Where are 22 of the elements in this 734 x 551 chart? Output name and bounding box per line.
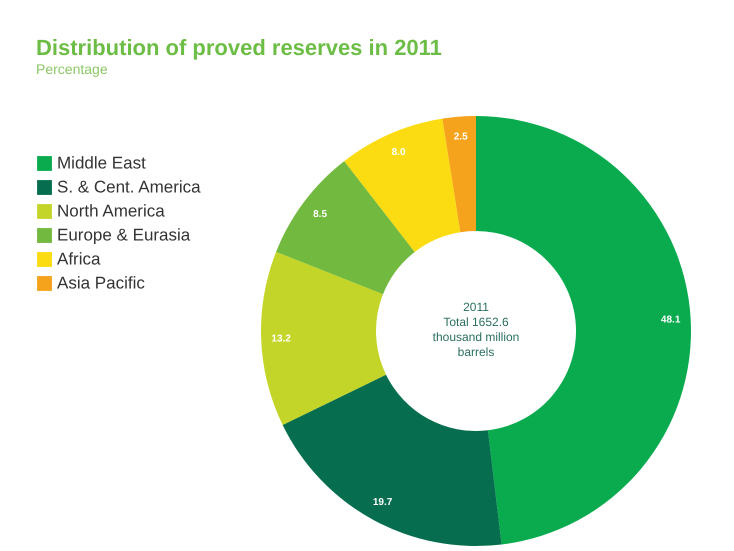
data-label: 13.2 <box>271 333 292 344</box>
legend-label: Asia Pacific <box>57 274 146 292</box>
chart-subtitle: Percentage <box>36 61 108 77</box>
donut-slice <box>276 161 415 294</box>
data-label: 2.5 <box>454 132 468 143</box>
chart-title: Distribution of proved reserves in 2011 <box>36 35 442 60</box>
text: barrels <box>458 345 494 359</box>
legend-label: North America <box>57 202 166 220</box>
text: 2011 <box>463 300 490 314</box>
donut-slice <box>261 252 386 425</box>
legend-label: S. & Cent. America <box>57 178 202 196</box>
donut-slice <box>442 116 476 232</box>
text: thousand million <box>432 330 520 344</box>
donut-slice <box>282 374 502 546</box>
data-label: 8.0 <box>392 147 406 158</box>
legend-label: Africa <box>57 250 101 268</box>
legend-label: Europe & Eurasia <box>57 226 191 244</box>
text: Total 1652.6 <box>443 315 510 329</box>
legend-label: Middle East <box>57 154 146 172</box>
data-label: 19.7 <box>372 497 393 508</box>
data-label: 48.1 <box>660 314 681 326</box>
data-label: 8.5 <box>313 208 328 220</box>
